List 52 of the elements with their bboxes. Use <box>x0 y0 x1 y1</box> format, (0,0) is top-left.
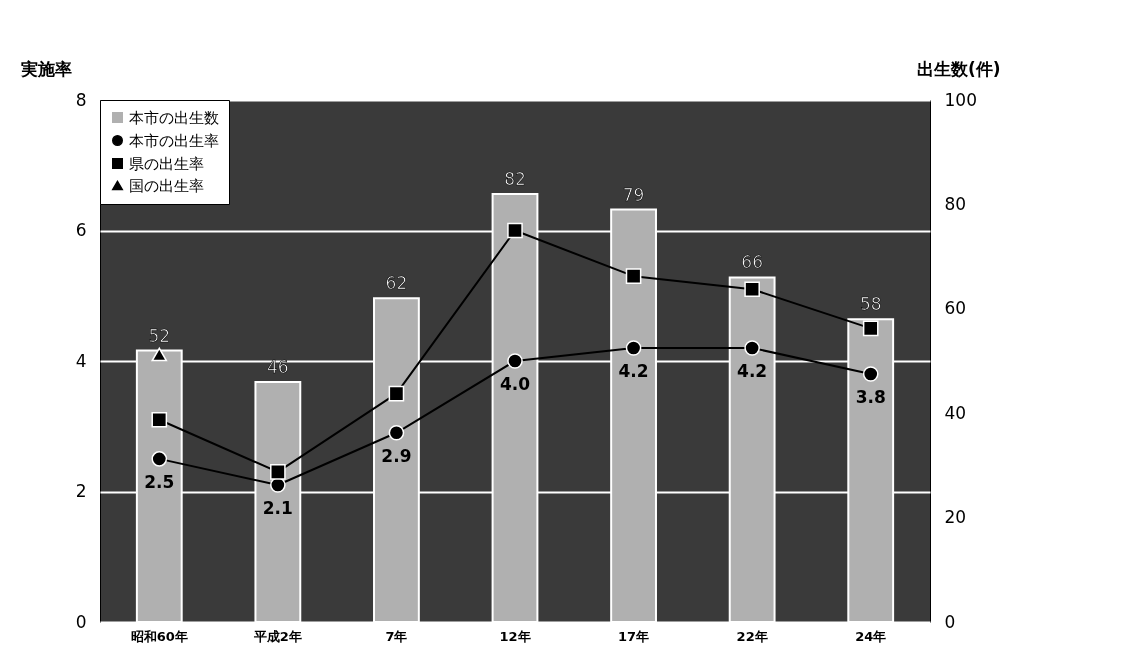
y2-tick-label: 40 <box>944 402 967 423</box>
x-tick-label: 昭和60年 <box>130 628 188 644</box>
data-label: 62 <box>385 273 408 294</box>
data-label: 2.1 <box>262 497 293 518</box>
data-label: 82 <box>504 168 526 189</box>
data-label: 4.2 <box>737 360 768 381</box>
point <box>862 320 879 337</box>
y2-tick-label: 60 <box>944 298 967 319</box>
legend-label: 本市の出生率 <box>129 131 219 150</box>
data-label: 52 <box>148 325 171 346</box>
point <box>151 451 168 467</box>
y2-tick-label: 100 <box>944 89 977 110</box>
y-tick-label: 4 <box>75 350 87 371</box>
point <box>507 222 523 239</box>
x-tick-label: 平成2年 <box>252 628 302 644</box>
point <box>270 464 286 480</box>
point <box>151 347 168 362</box>
point <box>388 424 405 441</box>
y2-axis-title: 出生数(件) <box>916 58 1001 79</box>
x-tick-label: 12年 <box>499 628 531 644</box>
y-tick-label: 6 <box>75 220 87 240</box>
point <box>744 281 760 298</box>
point <box>862 366 879 382</box>
y-tick-label: 0 <box>75 611 87 632</box>
data-label: 79 <box>622 184 645 205</box>
y-tick-label: 2 <box>75 481 87 501</box>
point <box>744 340 760 356</box>
point <box>388 385 405 402</box>
x-tick-label: 24年 <box>855 628 887 644</box>
point <box>625 340 642 356</box>
data-label: 2.5 <box>144 471 175 492</box>
legend-label: 本市の出生数 <box>129 108 219 127</box>
x-tick-label: 7年 <box>385 628 408 644</box>
data-label: 3.8 <box>855 387 886 408</box>
y-tick-label: 8 <box>75 89 87 110</box>
point <box>507 353 523 369</box>
legend-label: 国の出生率 <box>129 176 204 195</box>
x-tick-label: 17年 <box>618 628 650 644</box>
data-label: 58 <box>859 294 882 315</box>
y-axis-title: 実施率 <box>19 58 72 79</box>
y2-tick-label: 80 <box>944 193 967 214</box>
y2-tick-label: 20 <box>944 507 967 528</box>
legend-label: 県の出生率 <box>129 154 204 173</box>
data-label: 66 <box>741 252 763 273</box>
data-label: 4.2 <box>618 360 649 381</box>
x-tick-label: 22年 <box>736 628 768 644</box>
data-label: 46 <box>267 356 289 377</box>
y2-tick-label: 0 <box>944 611 956 632</box>
data-label: 4.0 <box>499 374 531 394</box>
point <box>625 268 642 284</box>
point <box>151 411 168 428</box>
data-label: 2.9 <box>381 445 412 466</box>
